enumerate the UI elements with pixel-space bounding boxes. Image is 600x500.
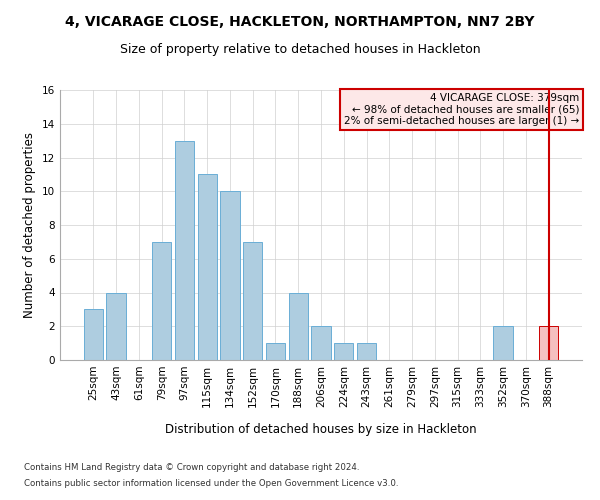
Bar: [152, 242, 172, 360]
Bar: [175, 140, 194, 360]
Bar: [357, 343, 376, 360]
Y-axis label: Number of detached properties: Number of detached properties: [23, 132, 37, 318]
Bar: [197, 174, 217, 360]
Bar: [220, 191, 239, 360]
Bar: [311, 326, 331, 360]
Text: Distribution of detached houses by size in Hackleton: Distribution of detached houses by size …: [165, 422, 477, 436]
Text: Size of property relative to detached houses in Hackleton: Size of property relative to detached ho…: [119, 42, 481, 56]
Text: 4 VICARAGE CLOSE: 379sqm
← 98% of detached houses are smaller (65)
2% of semi-de: 4 VICARAGE CLOSE: 379sqm ← 98% of detach…: [344, 93, 579, 126]
Text: Contains HM Land Registry data © Crown copyright and database right 2024.: Contains HM Land Registry data © Crown c…: [24, 464, 359, 472]
Bar: [266, 343, 285, 360]
Bar: [289, 292, 308, 360]
Text: Contains public sector information licensed under the Open Government Licence v3: Contains public sector information licen…: [24, 478, 398, 488]
Bar: [84, 310, 103, 360]
Bar: [106, 292, 126, 360]
Bar: [243, 242, 262, 360]
Bar: [334, 343, 353, 360]
Bar: [539, 326, 558, 360]
Text: 4, VICARAGE CLOSE, HACKLETON, NORTHAMPTON, NN7 2BY: 4, VICARAGE CLOSE, HACKLETON, NORTHAMPTO…: [65, 15, 535, 29]
Bar: [493, 326, 513, 360]
